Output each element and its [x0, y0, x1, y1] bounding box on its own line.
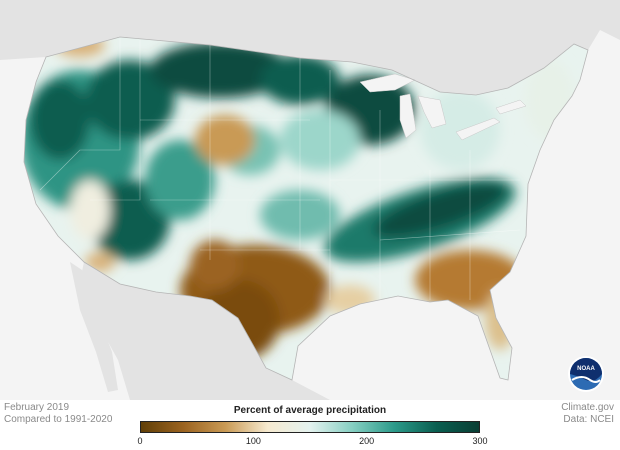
canada: [0, 0, 620, 95]
legend-tick-100: 100: [245, 436, 261, 446]
legend-tick-200: 200: [359, 436, 375, 446]
credit-data: Data: NCEI: [563, 414, 614, 425]
caption: February 2019 Compared to 1991-2020: [4, 402, 112, 426]
great-lakes: [359, 73, 527, 141]
caption-baseline: Compared to 1991-2020: [4, 414, 113, 425]
legend-title: Percent of average precipitation: [233, 405, 387, 416]
state-borders: [39, 37, 521, 300]
precipitation-map: NOAA: [0, 0, 620, 400]
mexico: [78, 262, 330, 400]
legend-tick-300: 300: [472, 436, 488, 446]
us-outline: [23, 36, 589, 381]
noaa-logo: NOAA: [568, 356, 604, 392]
baja-california: [70, 262, 118, 392]
credit-source: Climate.gov: [561, 402, 614, 413]
caption-date: February 2019: [4, 402, 70, 413]
legend-color-bar: [140, 421, 480, 433]
legend-tick-0: 0: [137, 436, 143, 446]
precip-field: [24, 37, 588, 380]
credit: Climate.gov Data: NCEI: [561, 402, 614, 426]
noaa-logo-text: NOAA: [577, 366, 595, 372]
